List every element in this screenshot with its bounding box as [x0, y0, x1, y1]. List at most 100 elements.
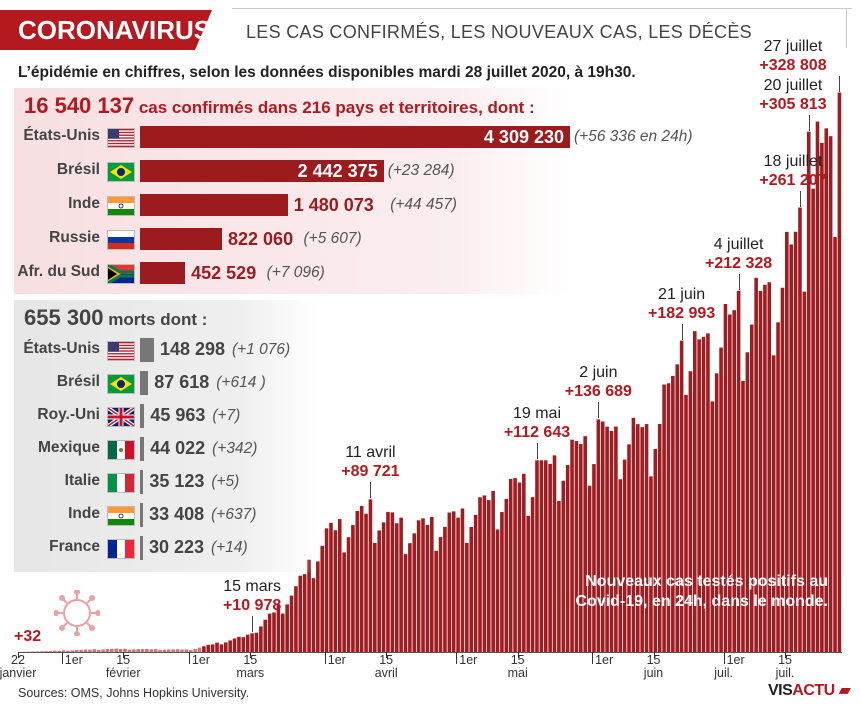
daily-bar [465, 542, 469, 652]
daily-bar [706, 333, 710, 652]
daily-bar [280, 613, 285, 652]
daily-bar [600, 421, 605, 652]
annotation-leader [681, 323, 683, 340]
death-value: 45 963 [150, 405, 206, 425]
daily-bar [294, 586, 298, 652]
daily-bar [74, 650, 79, 652]
france-flag-icon [108, 540, 134, 558]
case-delta: (+56 336 en 24h) [574, 128, 693, 145]
case-row-country: Russie [49, 229, 100, 246]
case-bar [140, 228, 223, 250]
daily-bar [579, 444, 583, 652]
header-tag: CORONAVIRUS [0, 10, 212, 50]
case-value: 2 442 375 [297, 161, 378, 181]
death-bar [140, 470, 144, 494]
case-delta: (+5 607) [303, 230, 362, 247]
case-value: 4 309 230 [483, 127, 564, 147]
daily-bar [399, 517, 403, 652]
case-row-country: États-Unis [23, 127, 100, 144]
daily-bar [364, 513, 368, 652]
annotation-date: 18 juillet [763, 152, 823, 170]
daily-bar [491, 491, 495, 652]
death-bar [140, 404, 145, 428]
daily-bar [88, 649, 92, 652]
daily-bar [110, 648, 114, 652]
daily-bar [526, 515, 531, 652]
daily-bar [543, 460, 548, 652]
daily-bar [324, 528, 329, 652]
daily-bar [609, 431, 614, 652]
daily-bar [368, 499, 373, 652]
daily-bar [237, 636, 241, 652]
annotation-leader [808, 114, 810, 131]
daily-bar [127, 649, 132, 652]
daily-bar [679, 340, 684, 652]
us-flag-icon [108, 129, 134, 147]
case-delta: (+7 096) [266, 264, 325, 281]
daily-bar [728, 314, 732, 652]
daily-bar [70, 650, 75, 652]
annotation-value: +212 328 [705, 254, 773, 272]
daily-bar [224, 642, 228, 652]
daily-bar [105, 649, 110, 652]
x-tick-label: 1er [595, 653, 614, 667]
case-value: 452 529 [191, 263, 257, 283]
daily-bar [359, 505, 364, 652]
daily-bar [210, 644, 215, 652]
daily-bar [798, 207, 802, 652]
x-tick-mark [456, 652, 458, 664]
deaths-title: 655 300 morts dont : [24, 305, 207, 331]
daily-bar [26, 651, 31, 653]
daily-bar [504, 498, 509, 652]
daily-bar [587, 485, 592, 652]
x-tick-label: 15 [646, 653, 661, 667]
death-row-country: Roy.-Uni [37, 406, 100, 423]
daily-bar [451, 511, 456, 652]
daily-bar [158, 649, 162, 652]
death-bar [140, 503, 144, 527]
daily-bar [473, 514, 478, 652]
daily-bar [583, 436, 587, 652]
daily-bar [193, 648, 197, 652]
daily-bar [657, 423, 662, 652]
daily-bar [811, 188, 815, 652]
daily-bar [570, 439, 574, 652]
daily-bar [557, 501, 561, 652]
daily-bar [495, 529, 500, 652]
daily-bar [140, 649, 145, 652]
daily-bar [44, 651, 48, 652]
daily-bar [780, 287, 785, 652]
daily-bar [596, 419, 601, 652]
death-value: 35 123 [149, 471, 205, 491]
death-delta: (+7) [212, 407, 241, 424]
daily-bar [561, 480, 566, 652]
daily-bar [732, 310, 737, 652]
daily-bar [824, 128, 829, 653]
x-tick-mark [250, 652, 252, 658]
daily-bar [123, 648, 127, 652]
daily-bar [342, 552, 346, 652]
daily-bar [351, 525, 355, 652]
daily-bar [272, 612, 276, 652]
annotation-leader [536, 443, 538, 460]
daily-bar [285, 604, 289, 652]
daily-bar [35, 651, 40, 653]
daily-bar [276, 604, 281, 652]
annotation-date: 19 mai [512, 405, 561, 423]
daily-bar [197, 647, 202, 652]
daily-bar [175, 649, 180, 652]
daily-bar [245, 634, 250, 652]
daily-bar [101, 649, 105, 652]
daily-bar [381, 522, 386, 652]
deaths-total: 655 300 [24, 305, 104, 330]
x-tick-sublabel: février [105, 666, 141, 680]
daily-bar [96, 649, 101, 652]
annotation-value: +182 993 [648, 304, 716, 322]
daily-bar [206, 644, 211, 652]
death-delta: (+5) [211, 473, 240, 490]
annotation-date: 15 mars [223, 578, 281, 596]
daily-bar [802, 291, 807, 652]
x-tick-label: 1er [64, 653, 83, 667]
case-delta: (+23 284) [387, 162, 455, 179]
daily-bar [697, 339, 701, 652]
